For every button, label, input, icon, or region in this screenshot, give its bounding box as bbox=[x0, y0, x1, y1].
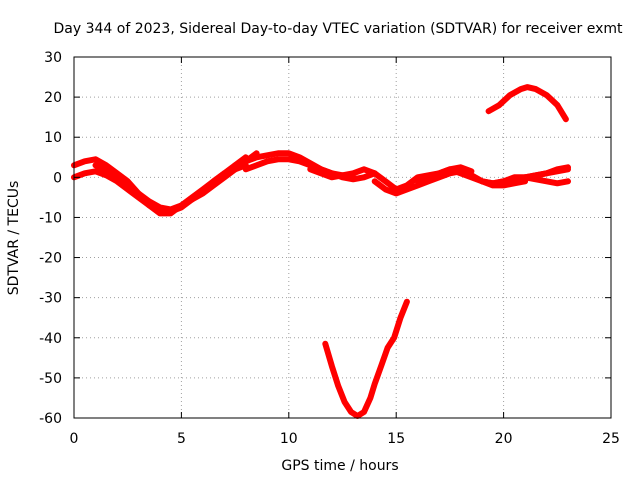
y-tick-label: -50 bbox=[39, 371, 62, 387]
series-line-satellite-track-11 bbox=[485, 84, 569, 123]
x-tick-label: 10 bbox=[280, 431, 298, 447]
series-line-satellite-track-3 bbox=[92, 150, 260, 213]
x-tick-label: 5 bbox=[177, 431, 186, 447]
data-series bbox=[71, 84, 571, 419]
x-tick-label: 15 bbox=[387, 431, 405, 447]
x-tick-label: 0 bbox=[70, 431, 79, 447]
series-line-satellite-track-12 bbox=[322, 298, 410, 419]
series-line-satellite-track-10 bbox=[511, 166, 571, 183]
y-tick-label: 30 bbox=[44, 50, 62, 66]
y-tick-label: -20 bbox=[39, 251, 62, 267]
y-tick-label: 20 bbox=[44, 90, 62, 106]
series-line-satellite-track-7 bbox=[371, 168, 529, 197]
x-tick-label: 25 bbox=[602, 431, 620, 447]
tick-labels: 0 5 10 15 20 25 -60 -50 -40 -30 -20 -10 0 10 20 30 bbox=[39, 50, 620, 447]
y-tick-label: -40 bbox=[39, 331, 62, 347]
y-tick-label: -60 bbox=[39, 411, 62, 427]
y-axis-label: SDTVAR / TECUs bbox=[6, 181, 22, 296]
plot-frame bbox=[73, 56, 612, 419]
y-tick-label: -10 bbox=[39, 210, 62, 226]
chart-title: Day 344 of 2023, Sidereal Day-to-day VTE… bbox=[54, 21, 624, 37]
y-tick-label: 10 bbox=[44, 130, 62, 146]
y-tick-label: 0 bbox=[53, 170, 62, 186]
x-axis-label: GPS time / hours bbox=[281, 458, 398, 474]
axis-ticks bbox=[73, 56, 612, 419]
x-tick-label: 20 bbox=[495, 431, 513, 447]
y-tick-label: -30 bbox=[39, 291, 62, 307]
grid-lines bbox=[74, 57, 611, 418]
series-line-satellite-track-5 bbox=[242, 156, 378, 183]
